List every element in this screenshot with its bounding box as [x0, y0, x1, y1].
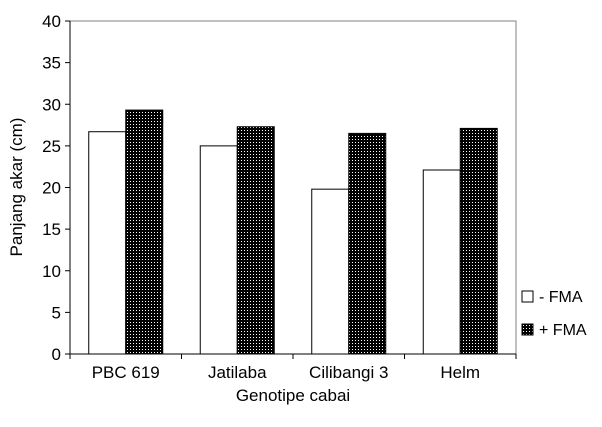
- y-tick-label: 5: [52, 303, 61, 322]
- y-tick-label: 35: [42, 54, 61, 73]
- y-tick-label: 20: [42, 179, 61, 198]
- legend-swatch-minus-fma: [521, 290, 534, 303]
- y-tick-label: 10: [42, 262, 61, 281]
- bar-minus-fma: [422, 169, 461, 355]
- bar-plus-fma: [459, 127, 498, 355]
- category-label: Cilibangi 3: [309, 363, 388, 382]
- x-axis-title: Genotipe cabai: [236, 386, 350, 405]
- bar-minus-fma: [199, 145, 238, 355]
- y-tick-label: 40: [42, 12, 61, 31]
- bar-plus-fma: [348, 132, 387, 355]
- bar-minus-fma: [88, 131, 127, 355]
- legend-label-plus-fma: + FMA: [539, 322, 587, 339]
- x-axis-ticks: [69, 354, 517, 359]
- y-axis-ticks: [65, 20, 70, 355]
- legend: - FMA + FMA: [521, 289, 587, 339]
- y-axis-title: Panjang akar (cm): [7, 118, 26, 257]
- y-tick-label: 0: [52, 345, 61, 364]
- bar-minus-fma: [311, 188, 350, 355]
- y-tick-label: 30: [42, 95, 61, 114]
- y-tick-labels: 0 5 10 15 20 25 30 35 40: [42, 12, 61, 364]
- legend-swatch-plus-fma: [521, 323, 534, 336]
- category-label: PBC 619: [92, 363, 160, 382]
- legend-label-minus-fma: - FMA: [539, 289, 583, 306]
- bar-plus-fma: [125, 109, 164, 355]
- y-tick-label: 15: [42, 220, 61, 239]
- bar-plus-fma: [236, 126, 275, 355]
- category-label: Helm: [440, 363, 480, 382]
- y-tick-label: 25: [42, 137, 61, 156]
- category-label: Jatilaba: [208, 363, 267, 382]
- bars: [88, 109, 498, 355]
- category-labels: PBC 619 Jatilaba Cilibangi 3 Helm: [92, 363, 480, 382]
